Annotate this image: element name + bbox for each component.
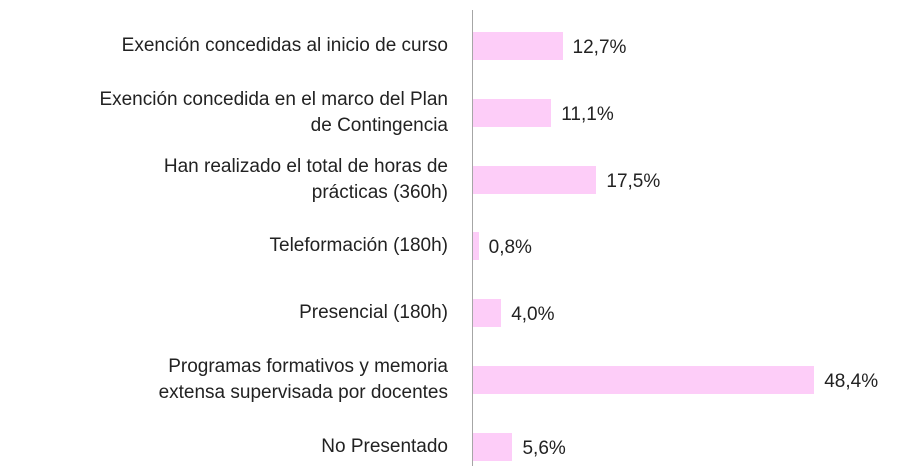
category-label: Han realizado el total de horas de práct… (163, 155, 448, 203)
value-label: 11,1% (561, 103, 614, 125)
bar (473, 299, 502, 328)
category-label: Exención concedidas al inicio de curso (121, 35, 448, 56)
value-label: 0,8% (488, 237, 532, 259)
bar (473, 165, 597, 194)
value-label: 5,6% (522, 437, 566, 459)
bar (473, 432, 513, 461)
category-label: Presencial (180h) (299, 302, 448, 324)
category-axis (472, 10, 473, 466)
bar (473, 232, 479, 261)
category-label: Teleformación (180h) (269, 235, 448, 257)
category-label: Exención concedida en el marco del Plan … (99, 88, 448, 136)
value-label: 4,0% (511, 304, 555, 326)
value-label: 17,5% (606, 170, 661, 192)
bar (473, 98, 552, 127)
category-label: No Presentado (321, 435, 448, 457)
category-label: Programas formativos y memoria extensa s… (158, 356, 448, 403)
bar (473, 366, 815, 394)
value-label: 12,7% (572, 37, 627, 59)
value-label: 48,4% (824, 371, 879, 393)
bar (473, 32, 563, 60)
